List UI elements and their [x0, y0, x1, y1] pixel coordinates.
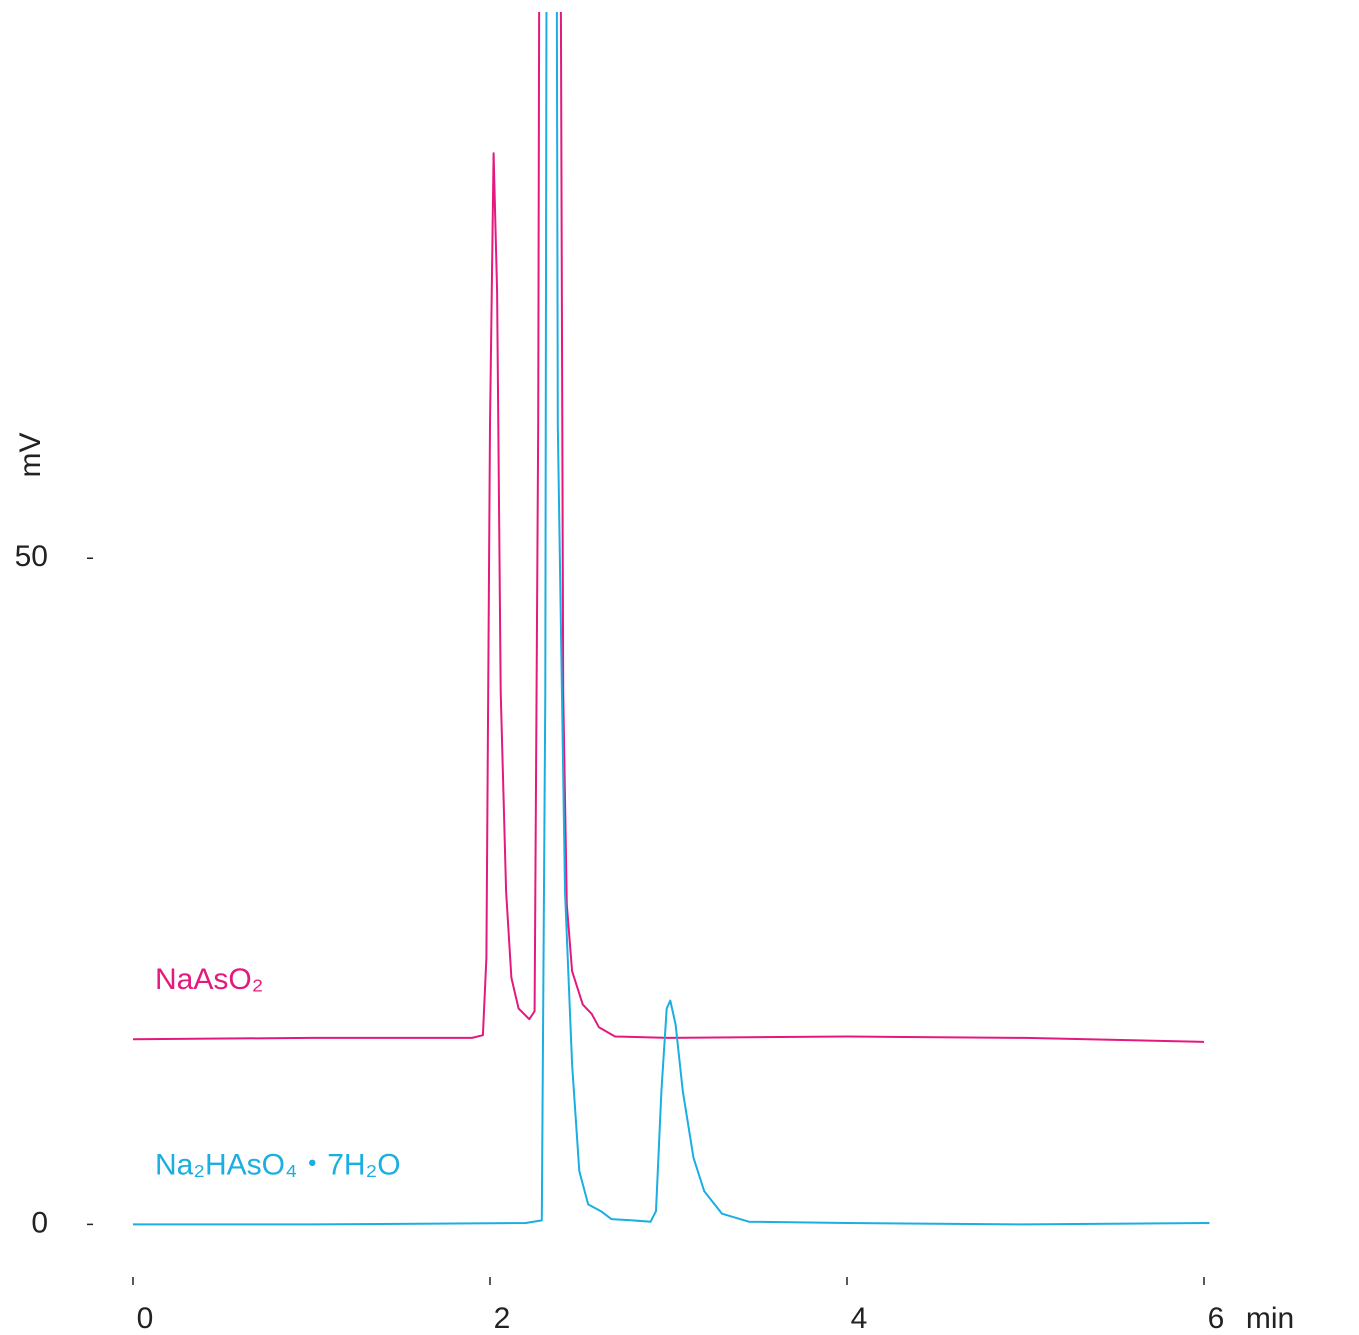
- x-tick-label: 6: [1208, 1302, 1225, 1335]
- y-tick-label: 50: [15, 540, 48, 573]
- series-line: [133, 12, 1210, 1226]
- series-line: [132, 12, 1205, 1043]
- y-tick-label: 0: [31, 1206, 48, 1239]
- x-tick-label: 4: [851, 1302, 868, 1335]
- series-label: NaAsO₂: [155, 963, 263, 996]
- x-axis-label: min: [1246, 1302, 1294, 1335]
- plot-area: [132, 12, 1210, 1226]
- x-tick-label: 2: [494, 1302, 511, 1335]
- x-tick-label: 0: [137, 1302, 154, 1335]
- y-axis-label: mV: [14, 433, 47, 478]
- series-label: Na₂HAsO₄・7H₂O: [155, 1148, 401, 1181]
